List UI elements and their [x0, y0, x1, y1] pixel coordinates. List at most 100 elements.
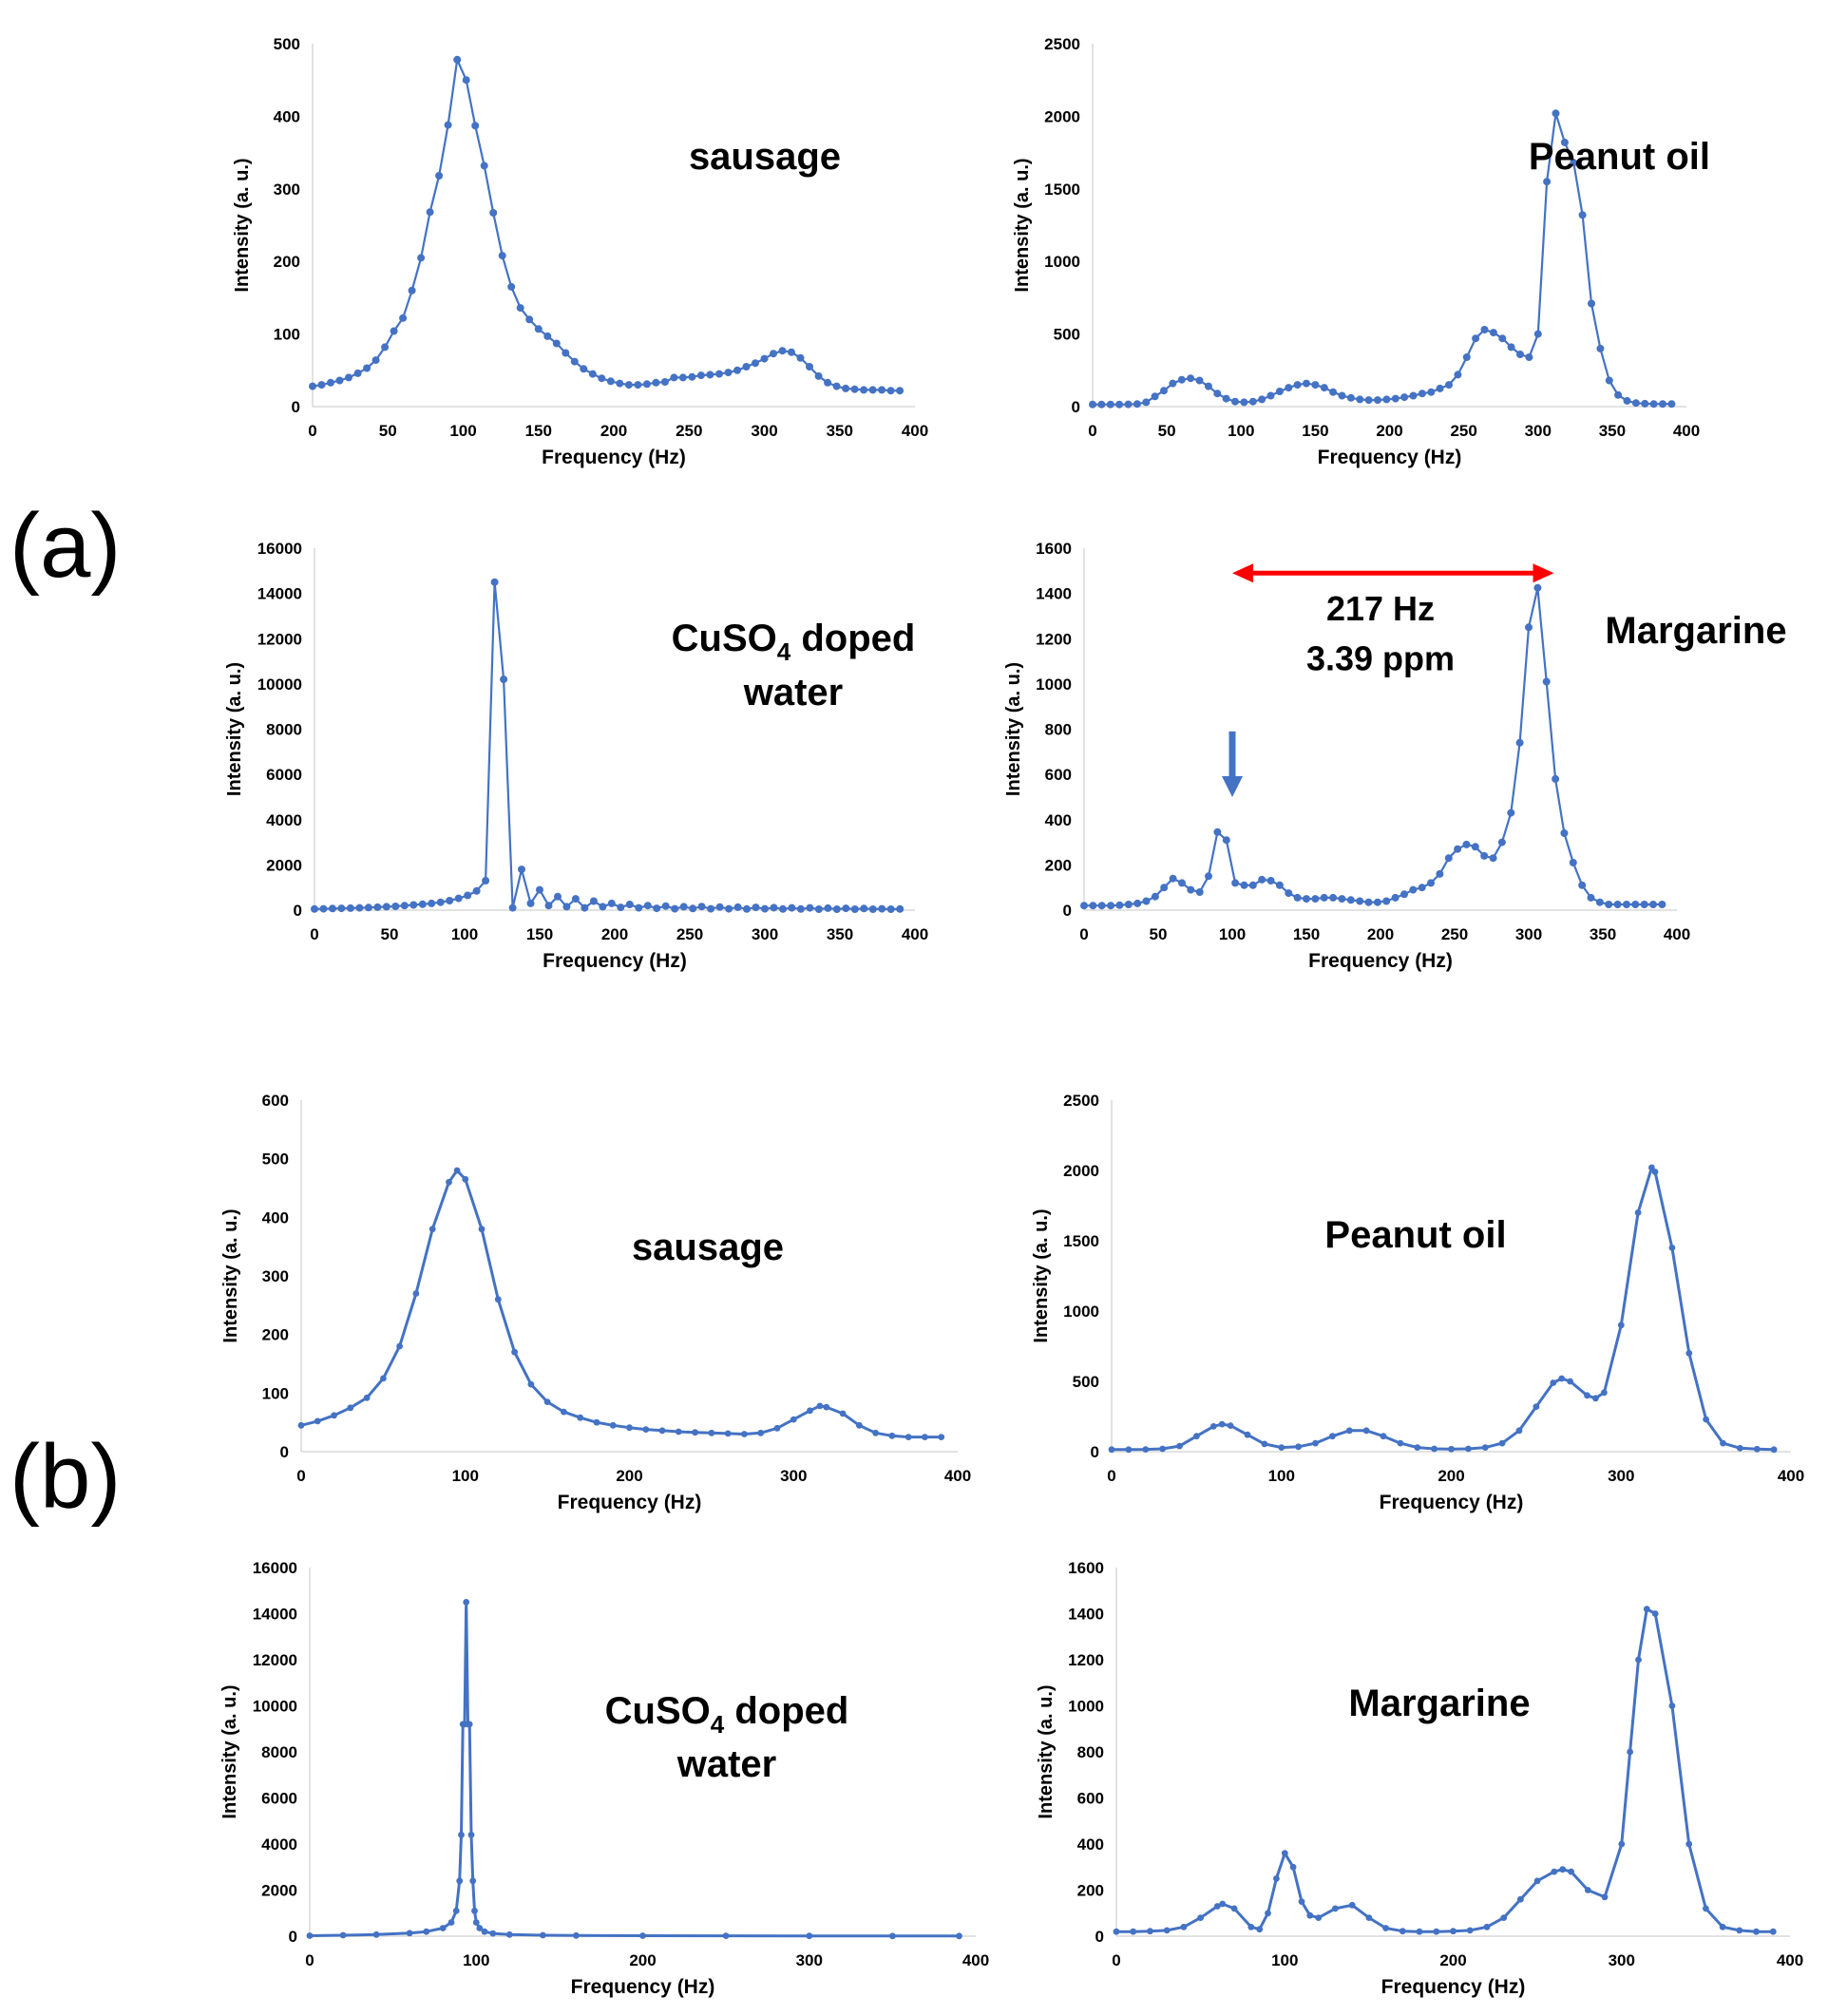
data-point: [1338, 391, 1346, 400]
data-point: [599, 903, 607, 911]
x-tick-label: 300: [1525, 422, 1552, 440]
data-point: [606, 377, 615, 386]
data-point: [462, 76, 470, 85]
y-tick-label: 500: [274, 35, 300, 53]
x-axis-title: Frequency (Hz): [1318, 447, 1462, 468]
data-point: [1584, 1392, 1590, 1399]
data-point: [715, 903, 724, 911]
x-tick-label: 400: [902, 422, 928, 440]
data-point: [832, 382, 841, 390]
arrow-head-right: [1533, 563, 1554, 583]
x-tick-label: 100: [1268, 1467, 1295, 1485]
y-tick-label: 2500: [1063, 1092, 1099, 1110]
data-point: [1222, 394, 1230, 403]
data-point: [788, 348, 795, 356]
data-point: [1115, 901, 1124, 909]
x-tick-label: 250: [676, 422, 702, 440]
data-point: [347, 1404, 354, 1412]
data-point: [1193, 1433, 1200, 1440]
chart-title: CuSO4 doped: [605, 1690, 849, 1739]
data-point: [1219, 1900, 1227, 1908]
data-point: [1244, 1431, 1251, 1438]
y-tick-label: 400: [1077, 1835, 1104, 1854]
data-point: [1634, 1209, 1642, 1216]
data-point: [396, 1342, 403, 1350]
data-point: [508, 903, 517, 912]
y-tick-label: 300: [274, 181, 300, 199]
chart-title: Margarine: [1348, 1683, 1530, 1724]
data-point: [643, 902, 652, 910]
data-point: [439, 1925, 447, 1931]
data-point: [577, 1414, 584, 1421]
data-point: [1281, 1850, 1288, 1857]
data-point: [1261, 1440, 1268, 1448]
y-axis-title: Intensity (a. u.): [219, 1684, 240, 1818]
data-point: [1133, 400, 1141, 409]
data-point: [1346, 393, 1355, 402]
data-point: [1356, 897, 1364, 905]
data-point: [1431, 1445, 1438, 1453]
x-tick-label: 150: [526, 925, 553, 943]
y-axis-title: Intensity (a. u.): [1012, 158, 1033, 292]
data-point: [1618, 1840, 1626, 1848]
data-point: [589, 897, 598, 905]
data-point: [1265, 1910, 1271, 1917]
data-point: [1427, 388, 1436, 396]
y-tick-label: 10000: [257, 675, 302, 694]
x-tick-label: 400: [1664, 925, 1690, 943]
data-point: [1089, 902, 1097, 910]
data-point: [1507, 808, 1515, 817]
data-point: [1569, 859, 1577, 866]
y-tick-label: 500: [1054, 326, 1080, 344]
data-point: [1558, 1375, 1566, 1382]
x-tick-label: 100: [1228, 422, 1254, 440]
data-point: [1180, 1923, 1188, 1930]
data-point: [1256, 1926, 1264, 1933]
data-point: [1542, 677, 1551, 686]
data-point: [494, 1296, 502, 1303]
data-point: [1346, 896, 1355, 904]
data-point: [525, 315, 534, 324]
data-point: [391, 903, 400, 910]
data-point: [1303, 379, 1310, 388]
data-point: [1498, 1439, 1506, 1447]
data-point: [706, 371, 714, 379]
data-point: [406, 1930, 413, 1937]
data-point: [806, 1932, 813, 1940]
data-point: [516, 304, 524, 313]
data-point: [507, 282, 516, 291]
data-point: [1445, 381, 1453, 390]
data-point: [581, 903, 589, 912]
data-point: [447, 1919, 455, 1926]
data-point: [1231, 879, 1240, 887]
data-point: [1097, 902, 1106, 910]
x-axis-title: Frequency (Hz): [1381, 1976, 1526, 1998]
data-point: [337, 904, 346, 913]
data-point: [707, 904, 715, 913]
data-point: [1651, 1610, 1659, 1617]
data-point: [373, 903, 382, 911]
data-point: [399, 314, 408, 322]
data-point: [1345, 1427, 1353, 1435]
data-point: [426, 208, 434, 217]
data-point: [598, 374, 606, 383]
data-point: [752, 903, 760, 912]
data-point: [1436, 869, 1444, 878]
data-point: [1588, 299, 1595, 308]
data-point: [1596, 344, 1605, 352]
y-axis-title: Intensity (a. u.): [220, 1208, 241, 1342]
data-point: [1163, 1927, 1171, 1934]
data-point: [1258, 875, 1266, 884]
data-point: [1550, 1379, 1557, 1386]
data-point: [1115, 400, 1124, 409]
data-point: [571, 895, 580, 903]
data-point: [408, 286, 416, 295]
x-tick-label: 150: [1302, 422, 1328, 440]
data-point: [1640, 901, 1648, 908]
data-point: [363, 1394, 371, 1401]
data-point: [760, 354, 769, 363]
data-point: [639, 1932, 646, 1939]
data-point: [1209, 1423, 1217, 1430]
series-line: [309, 1600, 960, 1938]
chart-b2: 0 100 200 300 400 0 500 1000 1500 2000 2500 Frequen…: [1031, 1092, 1804, 1513]
